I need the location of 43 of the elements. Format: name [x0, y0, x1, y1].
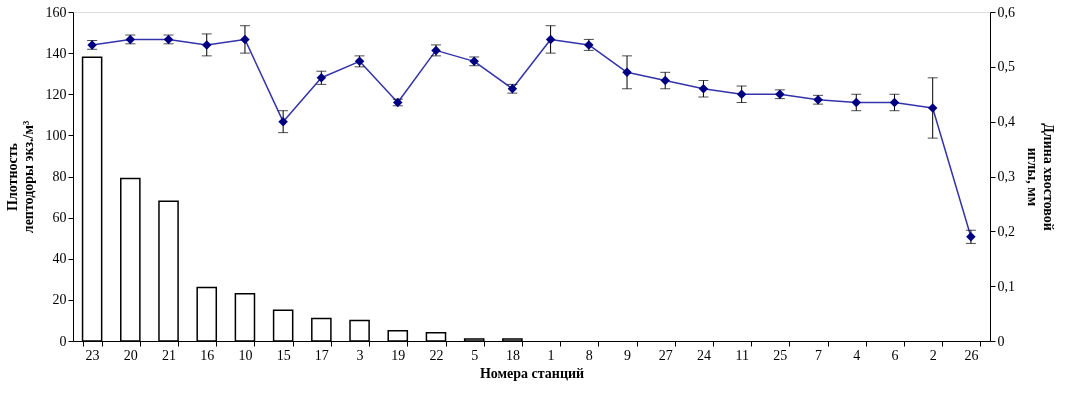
x-tick-label: 23: [85, 347, 100, 363]
x-axis-title: Номера станций: [479, 365, 585, 381]
y-tick-label: 20: [52, 292, 67, 308]
y-tick-label: 60: [52, 210, 67, 226]
x-tick-label: 11: [735, 347, 749, 363]
x-tick-label: 18: [505, 347, 520, 363]
y-tick-label: 0: [59, 333, 67, 349]
x-tick-label: 24: [696, 347, 711, 363]
y2-tick-label: 0,2: [997, 223, 1015, 239]
x-tick-label: 7: [815, 347, 823, 363]
x-tick-label: 26: [964, 347, 979, 363]
y2-tick-label: 0,1: [997, 278, 1015, 294]
x-tick-label: 25: [773, 347, 788, 363]
y-axis-title: Плотность лептодоры экз./м³: [4, 120, 36, 234]
x-tick-label: 10: [238, 347, 253, 363]
x-tick-label: 2: [929, 347, 937, 363]
x-tick-label: 21: [162, 347, 177, 363]
y-tick-label: 160: [45, 4, 67, 20]
x-tick-label: 17: [314, 347, 329, 363]
y2-tick-label: 0,4: [997, 114, 1015, 130]
y2-tick-label: 0,5: [997, 59, 1015, 75]
x-tick-label: 8: [585, 347, 593, 363]
y-tick-label: 100: [45, 127, 67, 143]
y2-tick-label: 0,6: [997, 4, 1015, 20]
x-tick-label: 27: [658, 347, 673, 363]
x-tick-label: 9: [624, 347, 632, 363]
x-tick-label: 22: [429, 347, 444, 363]
y2-tick-label: 0,3: [997, 169, 1015, 184]
x-tick-label: 3: [356, 347, 364, 363]
x-tick-label: 5: [471, 347, 479, 363]
y2-axis-title: Длина хвостовой иглы, мм: [1025, 123, 1056, 231]
x-tick-label: 16: [200, 347, 215, 363]
y2-tick-label: 0: [997, 333, 1005, 349]
x-tick-label: 4: [853, 347, 861, 363]
y-tick-label: 120: [45, 86, 67, 102]
y-tick-label: 140: [45, 45, 67, 61]
x-tick-label: 6: [891, 347, 899, 363]
x-tick-label: 1: [547, 347, 555, 363]
y-tick-label: 80: [52, 169, 67, 184]
x-tick-label: 15: [276, 347, 291, 363]
x-tick-label: 20: [123, 347, 138, 363]
x-tick-label: 19: [391, 347, 406, 363]
y-tick-label: 40: [52, 251, 67, 267]
